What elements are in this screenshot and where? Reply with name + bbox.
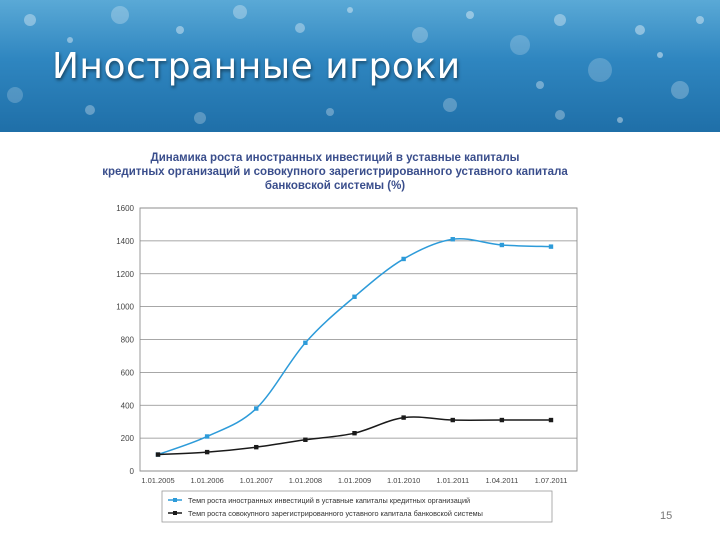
y-tick-label: 800 [121, 336, 135, 345]
legend-swatch-marker [173, 498, 177, 502]
x-tick-label: 1.01.2010 [387, 476, 420, 485]
series-1-point [352, 294, 357, 299]
x-tick-label: 1.01.2005 [141, 476, 174, 485]
series-2-point [548, 417, 554, 423]
chart-title-line-1: Динамика роста иностранных инвестиций в … [150, 152, 520, 164]
series-2-point [303, 437, 308, 442]
header-banner: Иностранные игроки [0, 0, 720, 132]
slide-title: Иностранные игроки [52, 46, 461, 87]
bubbles-background [7, 5, 704, 124]
series-2-point [254, 444, 259, 450]
legend-label: Темп роста совокупного зарегистрированно… [188, 509, 483, 518]
x-tick-label: 1.01.2006 [190, 476, 223, 485]
series-1-point [303, 340, 308, 345]
series-2-point [155, 452, 161, 457]
series-2-point [352, 430, 357, 436]
chart-title-line-3: банковской системы (%) [264, 180, 406, 192]
legend [161, 490, 553, 523]
series-1-point [401, 256, 406, 262]
y-tick-label: 1600 [116, 204, 134, 213]
series-2-point [401, 415, 406, 420]
y-tick-label: 1400 [116, 237, 134, 246]
series-line-1 [157, 238, 552, 456]
x-tick-label: 1.01.2011 [436, 476, 469, 485]
legend-label: Темп роста иностранных инвестиций в уста… [188, 496, 470, 505]
series-1-point [254, 406, 259, 411]
series-2-point [204, 449, 210, 455]
y-tick-label: 200 [121, 434, 135, 443]
x-tick-label: 1.01.2008 [289, 476, 322, 485]
x-tick-label: 1.01.2007 [240, 476, 273, 485]
series-1-point [450, 237, 455, 242]
y-tick-label: 600 [121, 368, 135, 377]
chart-title-line-2: кредитных организаций и совокупного заре… [102, 166, 568, 178]
x-tick-label: 1.04.2011 [485, 476, 518, 485]
x-tick-label: 1.01.2009 [338, 476, 371, 485]
y-tick-label: 1200 [116, 270, 134, 279]
chart-title: Динамика роста иностранных инвестиций в … [100, 151, 570, 193]
x-tick-label: 1.07.2011 [535, 476, 568, 485]
legend-swatch-marker [173, 511, 177, 515]
series-1-point [499, 242, 505, 248]
y-tick-label: 0 [130, 467, 135, 476]
y-tick-label: 1000 [116, 303, 134, 312]
y-tick-label: 400 [121, 401, 135, 410]
series-2-point [499, 417, 505, 423]
series-1-point [548, 244, 554, 249]
series-2-point [450, 417, 455, 423]
page-number: 15 [660, 510, 673, 522]
series-1-point [204, 434, 210, 439]
